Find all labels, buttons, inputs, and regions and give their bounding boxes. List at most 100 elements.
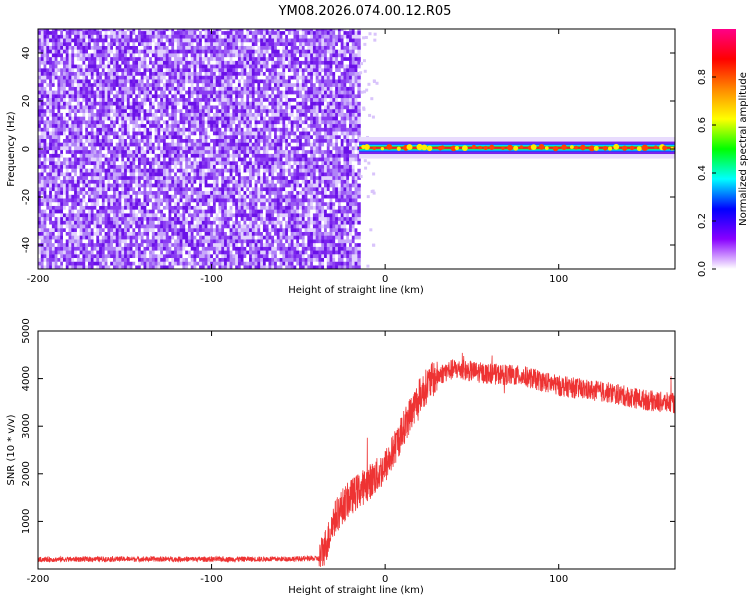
heatmap-cell-4272: [218, 90, 222, 95]
heatmap-cell-154: [43, 176, 47, 180]
heatmap-cell-2885: [160, 172, 164, 177]
heatmap-cell-3393: [182, 216, 186, 221]
heatmap-cell-2184: [129, 120, 134, 125]
heatmap-cell-3361: [179, 94, 184, 99]
heatmap-cell-532: [60, 220, 64, 225]
heatmap-cell-707: [65, 53, 70, 58]
heatmap-cell-998: [79, 179, 84, 184]
heatmap-cell-1167: [85, 34, 89, 39]
heatmap-cell-4831: [243, 187, 247, 192]
heatmap-cell-1360: [93, 42, 97, 46]
heatmap-cell-820: [71, 116, 75, 121]
heatmap-cell-1084: [82, 101, 86, 106]
heatmap-cell-2411: [140, 242, 145, 247]
heatmap-cell-4389: [224, 138, 228, 143]
heatmap-cell-1377: [96, 220, 100, 225]
heatmap-cell-1031: [79, 56, 84, 61]
heatmap-cell-4239: [218, 213, 222, 218]
heatmap-cell-457: [57, 257, 61, 262]
heatmap-cell-906: [74, 38, 78, 43]
heatmap-cell-4357: [224, 257, 228, 262]
heatmap-cell-1383: [96, 198, 100, 203]
heatmap-cell-1884: [115, 29, 120, 32]
heatmap-cell-2569: [146, 138, 150, 143]
heatmap-cell-2857: [157, 34, 161, 39]
heatmap-cell-2882: [160, 183, 164, 188]
heatmap-cell-1710: [110, 190, 114, 195]
heatmap-cell-69: [40, 250, 45, 255]
heatmap-cell-3308: [176, 49, 181, 54]
heatmap-cell-4838: [243, 161, 247, 166]
heatmap-cell-2633: [149, 142, 153, 147]
heatmap-cell-2981: [162, 56, 167, 61]
heatmap-cell-1250: [90, 209, 95, 214]
heatmap-cell-3135: [171, 209, 175, 214]
heatmap-cell-1002: [79, 164, 84, 169]
heatmap-cell-679: [65, 157, 70, 162]
heatmap-cell-4424: [226, 250, 231, 255]
heatmap-cell-2541: [146, 242, 150, 247]
heatmap-cell-4281: [218, 56, 222, 61]
heatmap-cell-2011: [121, 38, 125, 43]
heatmap-cell-577: [60, 53, 64, 58]
heatmap-cell-323: [49, 30, 53, 35]
heatmap-cell-4960: [249, 190, 253, 195]
heatmap-cell-347: [51, 183, 56, 188]
heatmap-cell-2975: [162, 79, 167, 84]
heatmap-cell-594: [62, 231, 67, 236]
heatmap-cell-3534: [187, 176, 192, 180]
heatmap-cell-3381: [182, 261, 186, 266]
heatmap-cell-2226: [132, 205, 136, 210]
heatmap-cell-2156: [129, 224, 134, 229]
heatmap-cell-2695: [151, 153, 156, 158]
heatmap-cell-3129: [171, 231, 175, 236]
heatmap-cell-691: [65, 112, 70, 117]
heatmap-cell-377: [51, 71, 56, 76]
heatmap-cell-1655: [107, 153, 111, 158]
heatmap-cell-1039: [79, 29, 84, 32]
heatmap-cell-3533: [187, 179, 192, 184]
heatmap-cell-4090: [210, 42, 214, 46]
heatmap-cell-1578: [104, 198, 109, 203]
heatmap-cell-1459: [99, 157, 103, 162]
heatmap-cell-390: [54, 265, 59, 269]
heatmap-cell-1274: [90, 120, 95, 125]
heatmap-cell-4266: [218, 112, 222, 117]
heatmap-cell-4130: [212, 135, 217, 139]
heatmap-cell-4237: [218, 220, 222, 225]
heatmap-cell-3012: [165, 183, 170, 188]
heatmap-cell-1628: [107, 254, 111, 259]
heatmap-cell-3674: [193, 138, 197, 143]
heatmap-cell-3967: [207, 257, 211, 262]
heatmap-cell-3216: [174, 149, 178, 154]
heatmap-cell-446: [54, 56, 59, 61]
heatmap-cell-2266: [132, 56, 136, 61]
heatmap-cell-4754: [240, 231, 245, 236]
heatmap-cell-3908: [204, 235, 209, 240]
heatmap-cell-2760: [154, 153, 159, 158]
heatmap-cell-328: [51, 254, 56, 259]
heatmap-cell-4741: [237, 38, 242, 43]
heatmap-cell-571: [60, 75, 64, 80]
heatmap-cell-1354: [93, 64, 97, 69]
heatmap-cell-2256: [132, 94, 136, 99]
heatmap-cell-36: [38, 131, 42, 136]
heatmap-cell-733: [68, 198, 72, 203]
heatmap-cell-3518: [187, 235, 192, 240]
heatmap-cell-3561: [187, 75, 192, 80]
heatmap-cell-4083: [210, 68, 214, 73]
heatmap-cell-3335: [179, 190, 184, 195]
heatmap-cell-3911: [204, 224, 209, 229]
heatmap-cell-499: [57, 101, 61, 106]
heatmap-cell-2731: [154, 261, 159, 266]
heatmap-cell-17: [38, 202, 42, 206]
heatmap-cell-3380: [182, 265, 186, 269]
heatmap-cell-2111: [126, 149, 131, 154]
heatmap-cell-4780: [240, 135, 245, 139]
heatmap-cell-638: [62, 68, 67, 73]
heatmap-cell-943: [76, 142, 81, 147]
heatmap-cell-1601: [104, 112, 109, 117]
heatmap-cell-4605: [232, 60, 236, 65]
heatmap-cell-3043: [165, 68, 170, 73]
heatmap-cell-1995: [121, 97, 125, 102]
